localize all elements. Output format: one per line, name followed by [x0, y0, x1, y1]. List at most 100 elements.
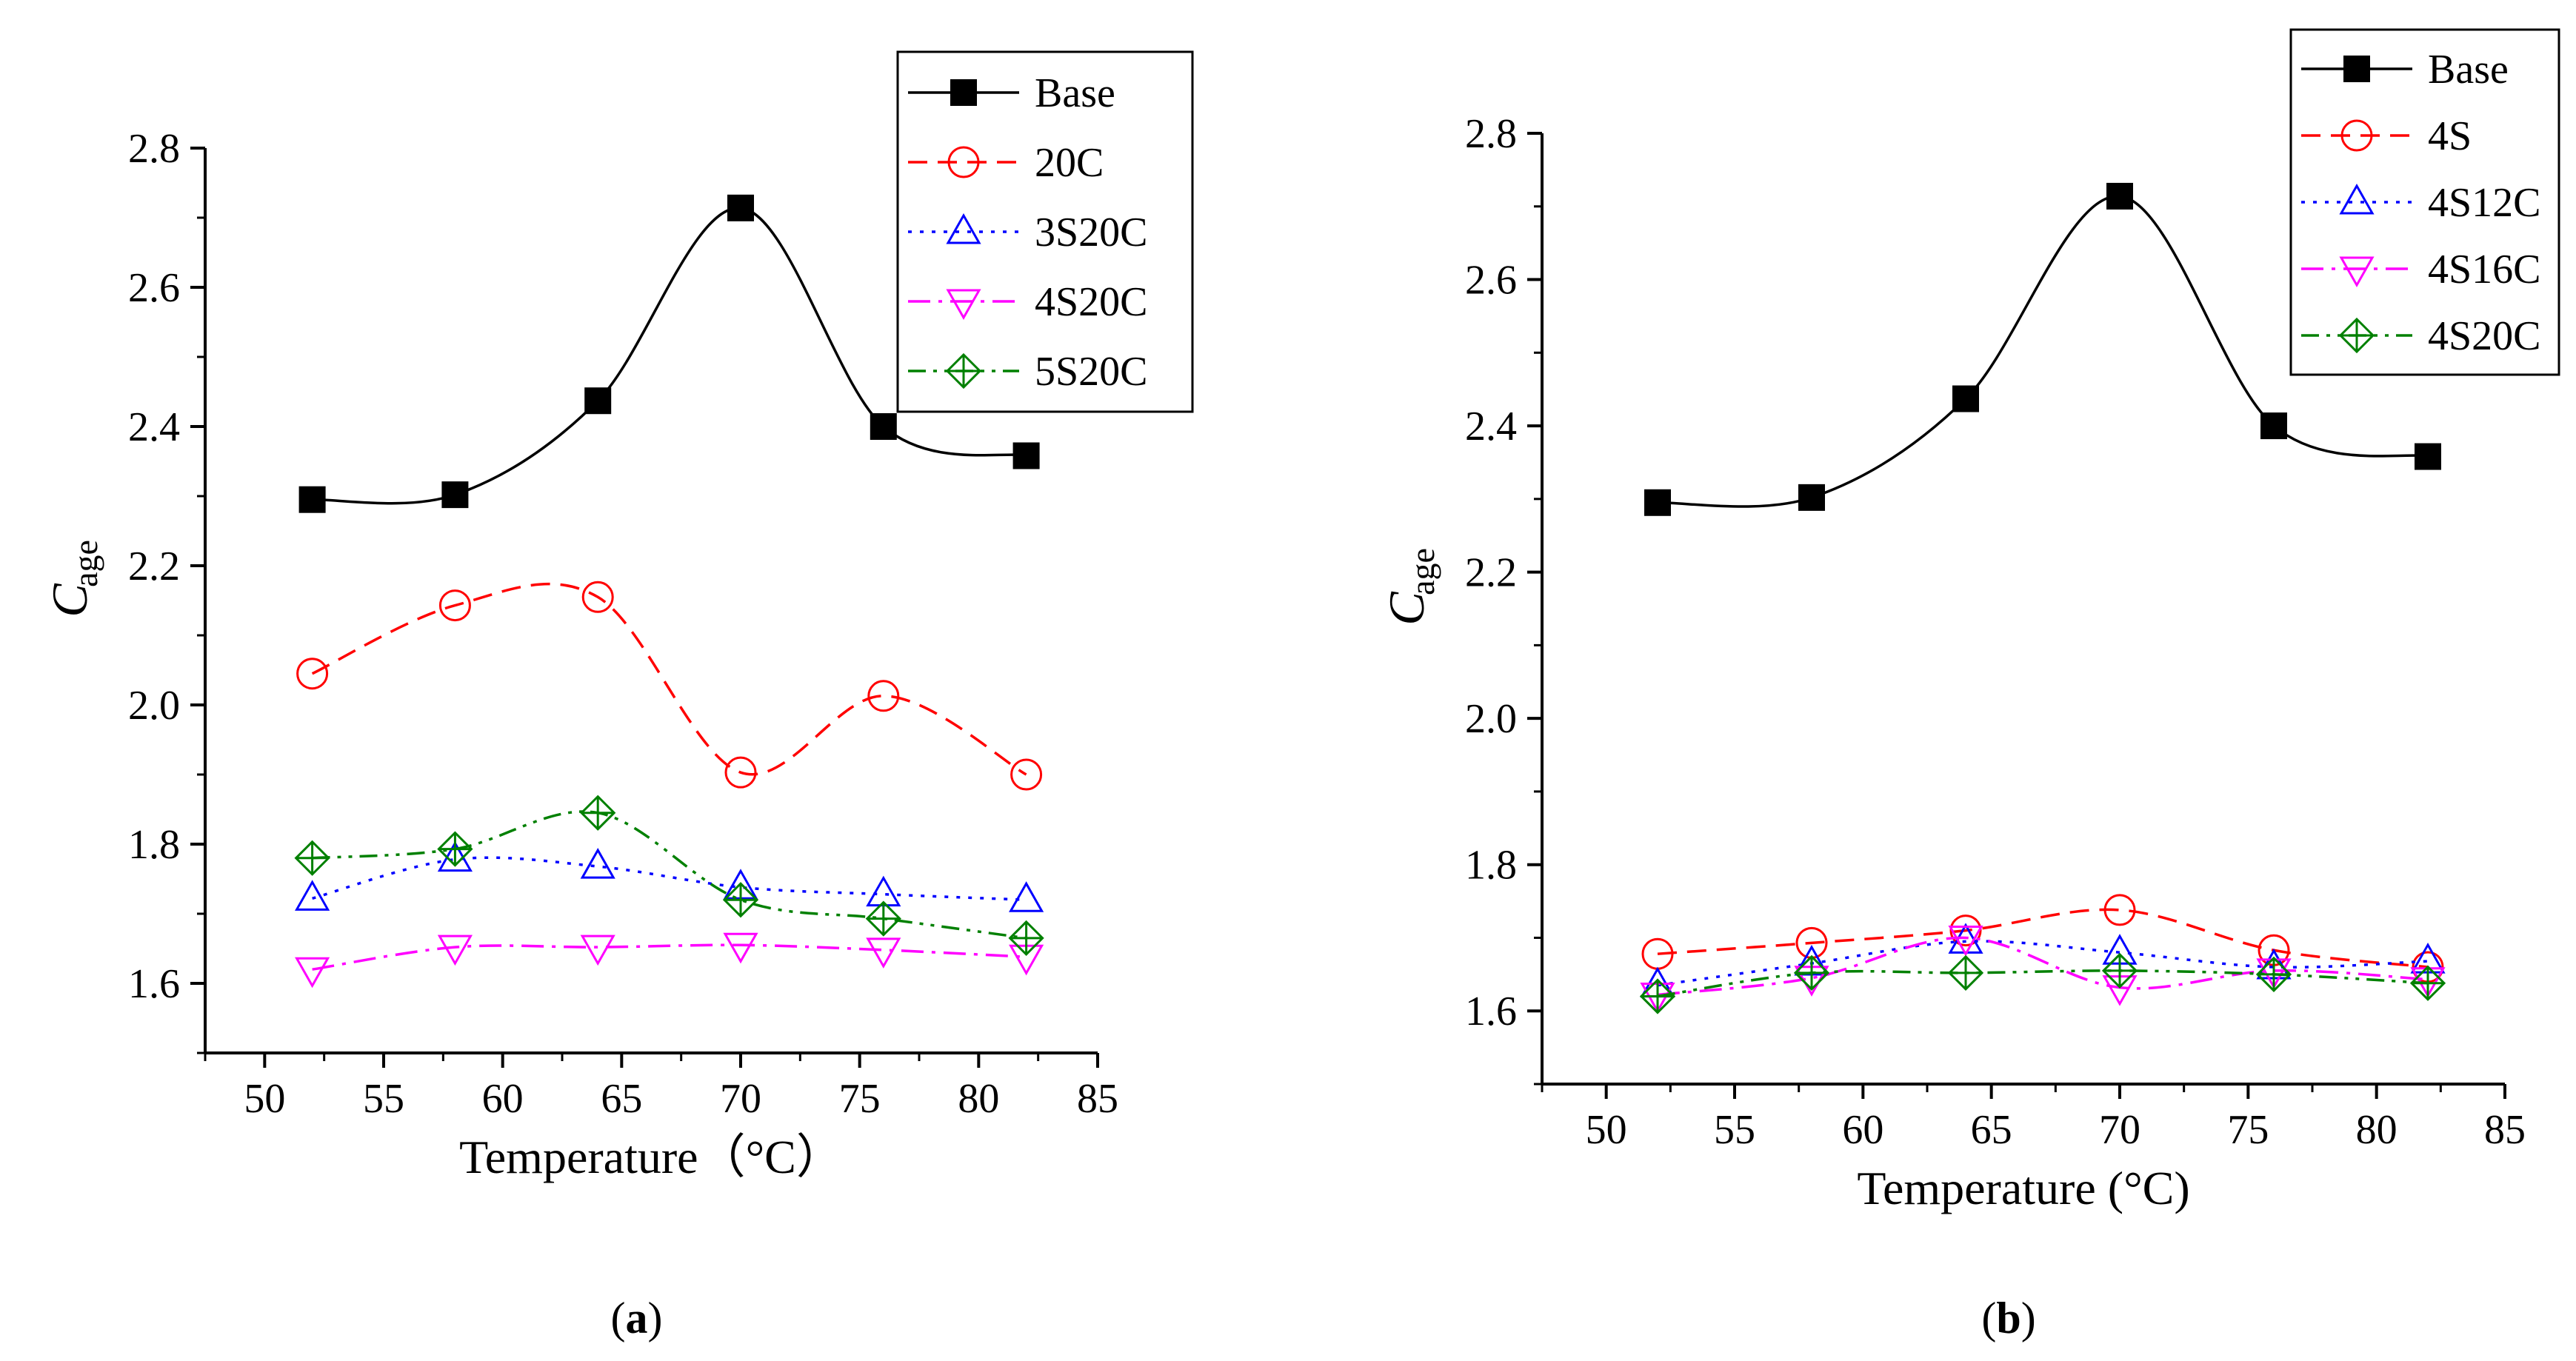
data-point-Base-64: [584, 387, 612, 415]
legend-label-20C: 20C: [1035, 140, 1104, 186]
data-point-4S-70: [2103, 894, 2136, 926]
legend-box: [2289, 28, 2560, 376]
y-tick-label: 2.8: [1465, 111, 1517, 157]
data-point-3S20C-82: [1009, 881, 1044, 912]
legend: Base 20C 3S20C 4S20C 5S20C: [896, 50, 1194, 413]
y-tick-label: 2.8: [128, 126, 180, 172]
data-point-4S20C-52: [295, 957, 330, 989]
data-point-4S20C-64: [1947, 954, 1984, 991]
legend-label-3S20C: 3S20C: [1035, 210, 1148, 255]
series-line-4S20C: [312, 943, 1027, 971]
series-line-4S12C: [1657, 940, 2429, 987]
data-point-Base-58: [441, 481, 469, 509]
legend-marker-4S20C: [946, 289, 981, 321]
data-point-Base-82: [1012, 442, 1040, 469]
data-point-20C-58: [438, 589, 471, 622]
x-axis-title: Temperature (°C): [1857, 1162, 2189, 1214]
data-point-4S20C-52: [1639, 978, 1676, 1014]
y-tick-label: 2.2: [128, 544, 180, 589]
legend-label-Base: Base: [2428, 47, 2509, 93]
y-tick-label: 2.6: [1465, 258, 1517, 304]
x-tick-label: 70: [2099, 1107, 2140, 1153]
series-3S20C: [295, 840, 1044, 912]
y-tick-label: 2.4: [128, 404, 180, 450]
data-point-5S20C-64: [580, 795, 616, 831]
data-point-3S20C-64: [580, 848, 615, 879]
legend-marker-Base: [950, 79, 977, 106]
data-point-4S20C-58: [1793, 954, 1830, 991]
y-tick-label: 1.6: [128, 961, 180, 1007]
data-point-5S20C-58: [437, 831, 473, 867]
data-point-Base-52: [1644, 489, 1671, 516]
data-point-Base-58: [1798, 484, 1825, 511]
data-point-Base-70: [2106, 182, 2133, 210]
data-point-Base-52: [298, 486, 326, 513]
x-tick-label: 55: [363, 1076, 404, 1122]
y-axis-title-subscript: age: [1404, 548, 1441, 595]
series-line-4S: [1657, 908, 2429, 969]
x-tick-label: 65: [601, 1076, 642, 1122]
series-5S20C: [294, 795, 1044, 957]
x-tick-label: 70: [720, 1076, 761, 1122]
data-point-4S16C-64: [1948, 925, 1983, 957]
y-tick-label: 2.0: [1465, 696, 1517, 742]
series-line-5S20C: [312, 810, 1027, 940]
data-point-5S20C-70: [722, 882, 759, 918]
legend-marker-Base: [2343, 56, 2370, 82]
legend-marker-5S20C: [945, 352, 982, 389]
legend-label-5S20C: 5S20C: [1035, 349, 1148, 395]
y-tick-label: 1.6: [1465, 989, 1517, 1034]
series-line-3S20C: [312, 856, 1027, 901]
data-point-5S20C-52: [294, 840, 330, 876]
x-tick-label: 60: [482, 1076, 524, 1122]
y-tick-label: 2.0: [128, 683, 180, 729]
panel-a: 50 55 60 65 70 75 80 85 1.6 1.8 2.0 2.2 2.4 2.6 2.8 Tem…: [41, 50, 1194, 1342]
data-point-4S-64: [1949, 914, 1982, 947]
data-point-Base-76: [2260, 412, 2287, 440]
x-tick-label: 55: [1714, 1107, 1755, 1153]
legend-marker-3S20C: [946, 213, 981, 244]
data-point-4S20C-82: [2409, 965, 2446, 1001]
data-point-Base-82: [2415, 443, 2441, 470]
data-point-4S20C-58: [437, 934, 473, 966]
data-point-Base-64: [1952, 385, 1979, 412]
x-tick-label: 75: [2227, 1107, 2269, 1153]
legend-label-4S16C: 4S16C: [2428, 247, 2541, 292]
legend: Base 4S 4S12C 4S16C 4S20C: [2289, 28, 2560, 376]
y-tick-label: 2.4: [1465, 404, 1517, 449]
x-tick-label: 85: [1077, 1076, 1118, 1122]
data-point-4S20C-64: [580, 934, 615, 966]
y-tick-label: 2.6: [128, 265, 180, 311]
series-Base: [298, 194, 1040, 513]
legend-marker-4S: [2340, 119, 2373, 152]
x-tick-label: 50: [1586, 1107, 1627, 1153]
data-point-20C-82: [1010, 758, 1043, 791]
series-line-4S20C: [1657, 969, 2429, 998]
legend-label-4S20C: 4S20C: [2428, 313, 2541, 359]
y-tick-label: 1.8: [128, 822, 180, 868]
panel-b: 50 55 60 65 70 75 80 85 1.6 1.8 2.0 2.2 2.4 2.6 2.8 Tem…: [1378, 28, 2560, 1342]
data-point-4S20C-76: [866, 937, 901, 969]
y-axis-title-main: C: [1378, 592, 1435, 626]
panel-label: (b): [1981, 1294, 2035, 1342]
series-20C: [296, 581, 1043, 791]
data-point-5S20C-76: [865, 900, 901, 937]
x-tick-label: 80: [2356, 1107, 2398, 1153]
y-tick-label: 2.2: [1465, 550, 1517, 596]
x-axis-title: Temperature（°C）: [459, 1131, 844, 1183]
series-Base: [1644, 182, 2441, 516]
legend-marker-4S12C: [2339, 183, 2375, 215]
legend-label-4S20C: 4S20C: [1035, 279, 1148, 325]
panel-label: (a): [611, 1294, 663, 1342]
x-tick-label: 85: [2484, 1107, 2526, 1153]
series-line-4S16C: [1657, 936, 2429, 997]
x-tick-label: 60: [1842, 1107, 1883, 1153]
data-point-Base-70: [727, 194, 754, 221]
y-tick-label: 1.8: [1465, 843, 1517, 889]
data-point-4S20C-70: [2101, 952, 2138, 989]
x-tick-label: 50: [244, 1076, 285, 1122]
data-point-20C-64: [581, 581, 614, 613]
data-point-Base-76: [870, 413, 897, 440]
legend-label-4S: 4S: [2428, 113, 2472, 159]
